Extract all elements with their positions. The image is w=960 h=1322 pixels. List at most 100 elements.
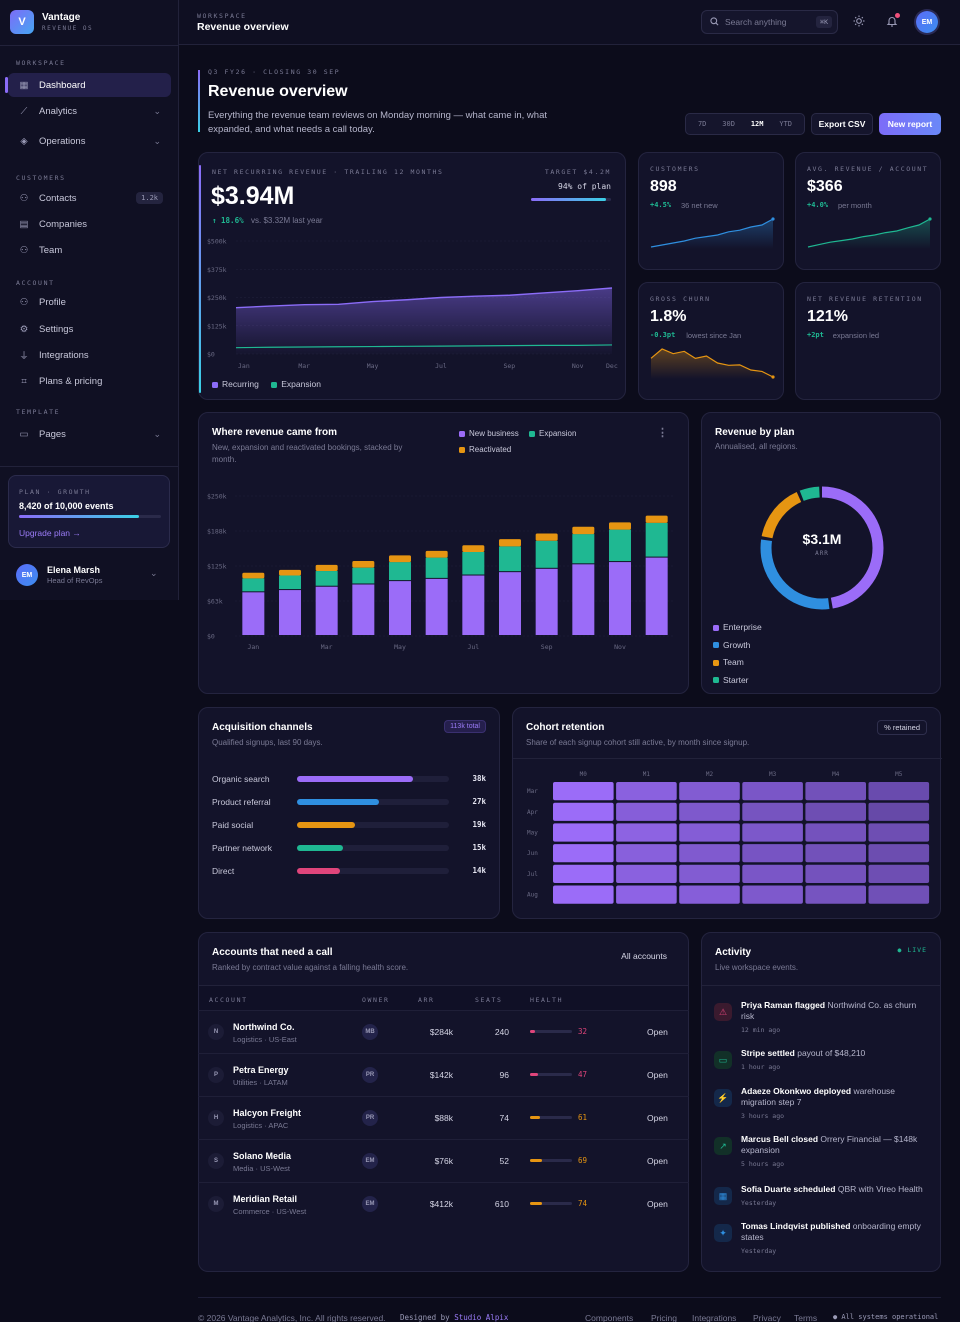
footer-link-pricing[interactable]: Pricing	[651, 1313, 677, 1322]
account-initial: P	[208, 1067, 224, 1083]
spark-icon: ✦	[714, 1224, 732, 1242]
sidebar-item-plans-pricing[interactable]: ⌗ Plans & pricing	[8, 369, 171, 393]
account-arr: $88k	[434, 1113, 453, 1123]
plan-label: PLAN · GROWTH	[19, 488, 91, 496]
sidebar-item-operations[interactable]: ◈ Operations ⌄	[8, 129, 171, 153]
donut-slice-growth	[760, 486, 884, 610]
export-csv-button[interactable]: Export CSV	[811, 113, 873, 135]
search-input[interactable]: Search anything ⌘K	[701, 10, 838, 34]
table-row[interactable]: N Northwind Co. Logistics · US-East MB $284k…	[198, 1010, 689, 1053]
all-accounts-link[interactable]: All accounts	[621, 951, 667, 961]
legend-expansion: Expansion	[529, 429, 576, 438]
channel-bar-track	[297, 845, 449, 851]
cohort-cell	[553, 864, 614, 883]
activity-actor: Sofia Duarte	[741, 1184, 792, 1194]
channel-bar	[297, 822, 355, 828]
legend-label: Enterprise	[723, 622, 762, 632]
sidebar-item-label: Companies	[39, 218, 88, 230]
open-account-button[interactable]: Open	[647, 1113, 668, 1123]
activity-verb: published	[807, 1221, 853, 1231]
brand[interactable]: V Vantage REVENUE OS	[10, 10, 93, 34]
range-12m[interactable]: 12M	[750, 120, 764, 128]
activity-detail: states	[741, 1232, 764, 1242]
footer-copyright: © 2026 Vantage Analytics, Inc. All right…	[198, 1313, 386, 1322]
open-account-button[interactable]: Open	[647, 1027, 668, 1037]
channel-bar-track	[297, 868, 449, 874]
bar-new-business	[389, 581, 411, 635]
sidebar-item-dashboard[interactable]: ▦ Dashboard	[5, 73, 171, 97]
open-account-button[interactable]: Open	[647, 1199, 668, 1209]
account-avatar[interactable]: EM	[916, 11, 938, 33]
bar-reactivated	[352, 560, 375, 568]
sidebar-section-label: WORKSPACE	[16, 59, 66, 67]
plans-legend: Enterprise Growth Team Starter	[713, 619, 762, 689]
notifications-button[interactable]	[882, 12, 902, 32]
bar-expansion	[609, 529, 631, 562]
legend-label: Starter	[723, 674, 749, 685]
range-7d[interactable]: 7D	[697, 120, 707, 128]
topbar-title: Revenue overview	[197, 21, 289, 33]
footer-link-terms[interactable]: Terms	[794, 1313, 818, 1322]
sidebar-item-label: Dashboard	[39, 79, 86, 91]
cohort-cell	[553, 844, 614, 863]
user-name: Elena Marsh	[47, 565, 101, 575]
sidebar-item-companies[interactable]: ▤ Companies	[8, 212, 171, 236]
cohort-cell	[679, 885, 740, 904]
user-menu[interactable]: EM Elena Marsh Head of RevOps ⌄	[16, 562, 166, 588]
more-options-icon[interactable]: ⋮	[657, 427, 668, 439]
footer-link-integrations[interactable]: Integrations	[692, 1313, 737, 1322]
live-indicator: ● LIVE	[897, 946, 927, 954]
sidebar-item-label: Settings	[39, 323, 74, 335]
kpi-card-customers: CUSTOMERS 898 +4.5% 36 net new	[638, 152, 784, 270]
channel-name: Direct	[212, 866, 235, 876]
account-initial: M	[208, 1196, 224, 1212]
range-ytd[interactable]: YTD	[779, 120, 793, 128]
footer-link-privacy[interactable]: Privacy	[753, 1313, 781, 1322]
account-initial: H	[208, 1110, 224, 1126]
sidebar-item-analytics[interactable]: ⟋ Analytics ⌄	[8, 99, 171, 123]
table-row[interactable]: H Halcyon Freight Logistics · APAC PR $88k 74…	[198, 1096, 689, 1139]
upgrade-plan-link[interactable]: Upgrade plan →	[19, 528, 81, 538]
range-30d[interactable]: 30D	[722, 120, 735, 128]
sidebar-item-contacts[interactable]: ⚇ Contacts 1.2k	[8, 186, 171, 210]
footer-studio-link[interactable]: Studio Alpix	[454, 1313, 509, 1322]
table-row[interactable]: P Petra Energy Utilities · LATAM PR $142k 96 4…	[198, 1053, 689, 1096]
cohort-title: Cohort retention	[526, 722, 605, 733]
cohort-cell	[868, 823, 930, 842]
target-progress-fill	[531, 198, 607, 201]
cohort-cell	[679, 864, 740, 883]
sidebar-item-label: Team	[39, 244, 63, 256]
health-bar-track	[530, 1202, 572, 1205]
owner-avatar: EM	[362, 1196, 378, 1212]
table-row[interactable]: M Meridian Retail Commerce · US-West EM $412…	[198, 1182, 689, 1225]
sidebar-item-team[interactable]: ⚇ Team	[8, 238, 171, 262]
plans-description: Annualised, all regions.	[715, 442, 798, 451]
cohort-cell	[805, 864, 866, 883]
cohort-row-label: Apr	[527, 809, 538, 816]
recurring-line	[235, 287, 613, 309]
open-account-button[interactable]: Open	[647, 1156, 668, 1166]
activity-item: Stripe settled payout of $48,210 1 hour a…	[741, 1048, 927, 1073]
plug-icon: ⏚	[19, 351, 29, 362]
bar-expansion	[389, 562, 411, 581]
sun-icon	[853, 15, 865, 30]
health-bar-fill	[530, 1202, 543, 1205]
sidebar-item-label: Plans & pricing	[39, 375, 103, 387]
legend-team: Team	[713, 654, 762, 672]
plan-usage: 8,420 of 10,000 events	[19, 501, 114, 511]
theme-toggle-button[interactable]	[849, 12, 869, 32]
sidebar-item-settings[interactable]: ⚙ Settings	[8, 317, 171, 341]
bar-expansion	[499, 546, 521, 572]
open-account-button[interactable]: Open	[647, 1070, 668, 1080]
bar-reactivated	[499, 539, 521, 547]
health-score: 69	[578, 1156, 588, 1165]
sidebar-item-pages[interactable]: ▭ Pages ⌄	[8, 422, 171, 446]
sidebar-item-integrations[interactable]: ⏚ Integrations	[8, 343, 171, 367]
sidebar: V Vantage REVENUE OS WORKSPACE ▦ Dashboard…	[0, 0, 179, 600]
footer-link-components[interactable]: Components	[585, 1313, 634, 1322]
sidebar-item-profile[interactable]: ⚇ Profile	[8, 290, 171, 314]
cohort-cell	[553, 802, 614, 821]
table-row[interactable]: S Solano Media Media · US-West EM $76k 52 69 Op…	[198, 1139, 689, 1182]
nrr-area-chart: $500k $375k $250k $125k $0 Jan Mar May Jul Sep Nov…	[207, 238, 618, 371]
new-report-button[interactable]: New report	[879, 113, 941, 135]
